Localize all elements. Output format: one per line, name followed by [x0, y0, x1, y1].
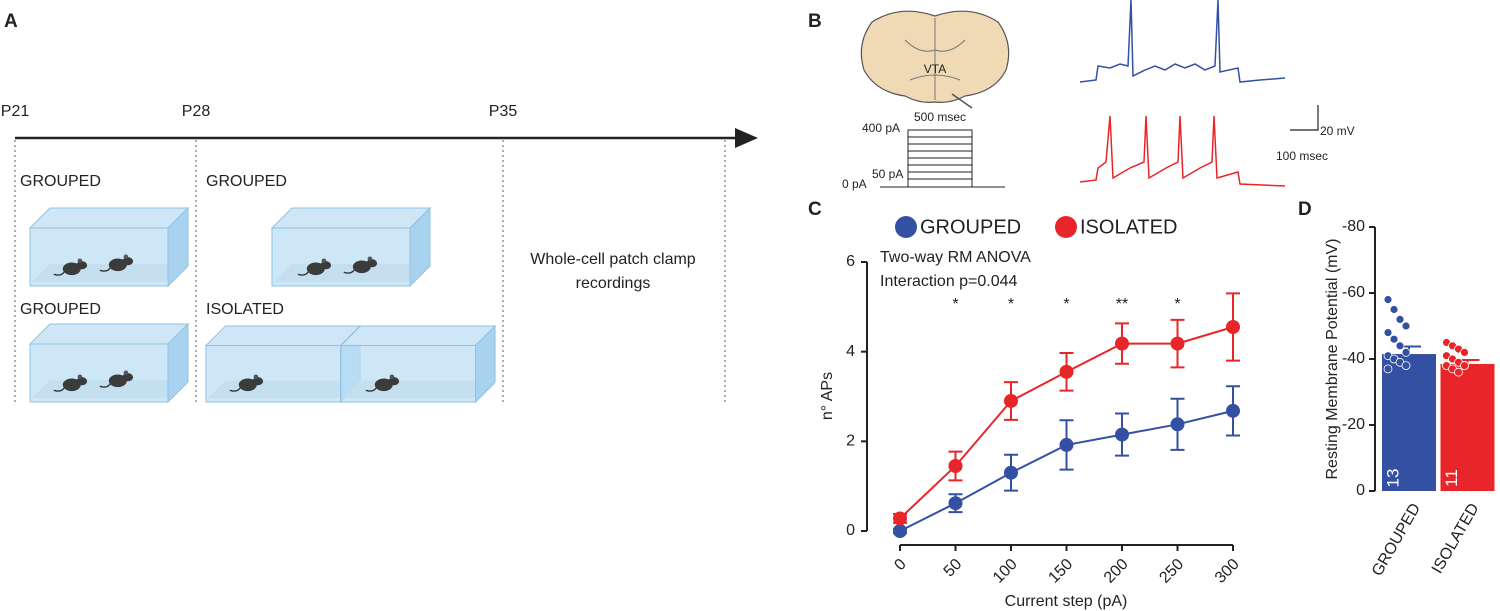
y-tick-label: 0	[1356, 482, 1365, 499]
panel-label: A	[4, 11, 18, 32]
y-tick-label: -60	[1342, 284, 1365, 301]
data-point	[1004, 393, 1018, 408]
timepoint: P21	[1, 103, 30, 120]
protocol-label: 0 pA	[842, 177, 867, 191]
electrode	[951, 93, 973, 109]
y-tick-label: 2	[846, 433, 855, 450]
y-tick-label: -20	[1342, 416, 1365, 433]
significance: *	[1063, 296, 1069, 313]
x-tick-label: 300	[1212, 556, 1243, 587]
y-tick-label: -40	[1342, 350, 1365, 367]
x-tick-label: 200	[1101, 556, 1132, 587]
bar	[1440, 363, 1495, 491]
data-point	[1401, 361, 1411, 371]
cage	[29, 323, 189, 403]
data-point	[1454, 367, 1463, 377]
group-label: GROUPED	[20, 301, 101, 318]
y-tick-label: 6	[846, 253, 855, 270]
region-label: VTA	[924, 62, 946, 76]
step-protocol	[880, 129, 1005, 188]
data-point	[1170, 336, 1185, 351]
panel-label: D	[1298, 199, 1312, 220]
data-point	[1059, 364, 1074, 379]
data-point	[1460, 361, 1469, 371]
note: recordings	[576, 275, 651, 292]
legend-marker	[895, 216, 917, 238]
data-point	[1170, 417, 1185, 432]
data-point	[1395, 341, 1405, 351]
protocol-label: 50 pA	[872, 167, 903, 181]
data-point	[1460, 347, 1469, 357]
data-point	[1226, 320, 1240, 335]
data-point	[1401, 347, 1411, 357]
panel-b: B VTA 400 pA 500 msec 50 pA 0 pA 20 mV 1…	[808, 0, 1355, 191]
x-tick-label: 50	[941, 556, 966, 581]
trace-grouped	[1079, 0, 1286, 83]
data-point	[1383, 295, 1393, 305]
data-point	[1383, 364, 1393, 374]
bar	[1382, 354, 1436, 491]
data-point	[1395, 314, 1405, 324]
panel-label: B	[808, 11, 822, 32]
y-tick-label: 0	[846, 522, 855, 539]
arrow-head	[735, 128, 758, 148]
data-point	[948, 496, 963, 511]
data-point	[1115, 336, 1129, 351]
panel-a: A P21 P28 P35 GROUPED GROUPED GROUPED IS…	[1, 11, 758, 405]
x-tick-label: 100	[990, 556, 1021, 587]
data-point	[893, 524, 907, 538]
timepoint: P28	[182, 103, 211, 120]
y-axis-title: Resting Membrane Potential (mV)	[1324, 239, 1341, 480]
trace-isolated	[1079, 115, 1286, 187]
scale-label: 100 msec	[1276, 149, 1328, 163]
data-point	[948, 458, 963, 473]
significance: **	[1116, 296, 1128, 313]
x-tick-label: GROUPED	[1369, 501, 1424, 580]
protocol-label: 500 msec	[914, 110, 966, 124]
group-label: ISOLATED	[206, 301, 284, 318]
y-tick-label: 4	[846, 343, 855, 360]
legend-label: GROUPED	[920, 216, 1021, 238]
group-label: GROUPED	[20, 173, 101, 190]
scale-bar	[1290, 105, 1319, 131]
n-label: 13	[1383, 469, 1402, 488]
cage	[271, 207, 431, 287]
n-label: 11	[1442, 469, 1461, 487]
timepoint: P35	[489, 103, 518, 120]
stats-text: Two-way RM ANOVA	[880, 249, 1031, 266]
cage	[205, 325, 361, 403]
y-axis-title: n° APs	[819, 372, 836, 420]
x-axis-title: Current step (pA)	[1005, 593, 1128, 610]
significance: *	[1008, 296, 1014, 313]
x-tick-label: ISOLATED	[1429, 501, 1483, 577]
y-tick-label: -80	[1342, 218, 1365, 235]
data-point	[1226, 403, 1240, 418]
note: Whole-cell patch clamp	[530, 251, 696, 268]
scale-label: 20 mV	[1320, 124, 1355, 138]
panel-label: C	[808, 199, 822, 220]
cage	[29, 207, 189, 287]
legend-label: ISOLATED	[1080, 216, 1177, 238]
x-tick-label: 150	[1045, 556, 1076, 587]
cage	[340, 325, 496, 403]
data-point	[1115, 427, 1129, 442]
x-tick-label: 0	[891, 556, 909, 574]
x-tick-label: 250	[1156, 556, 1187, 587]
brain-detail	[904, 18, 966, 100]
data-point	[1389, 334, 1399, 344]
data-point	[1389, 305, 1399, 314]
data-point	[1383, 328, 1393, 338]
group-label: GROUPED	[206, 173, 287, 190]
data-point	[1004, 465, 1018, 480]
data-point	[893, 511, 907, 526]
significance: *	[952, 296, 958, 313]
stats-text: Interaction p=0.044	[880, 273, 1018, 290]
data-point	[1059, 437, 1074, 452]
significance: *	[1174, 296, 1180, 313]
data-point	[1401, 321, 1411, 331]
protocol-label: 400 pA	[862, 121, 900, 135]
legend-marker	[1055, 216, 1077, 238]
